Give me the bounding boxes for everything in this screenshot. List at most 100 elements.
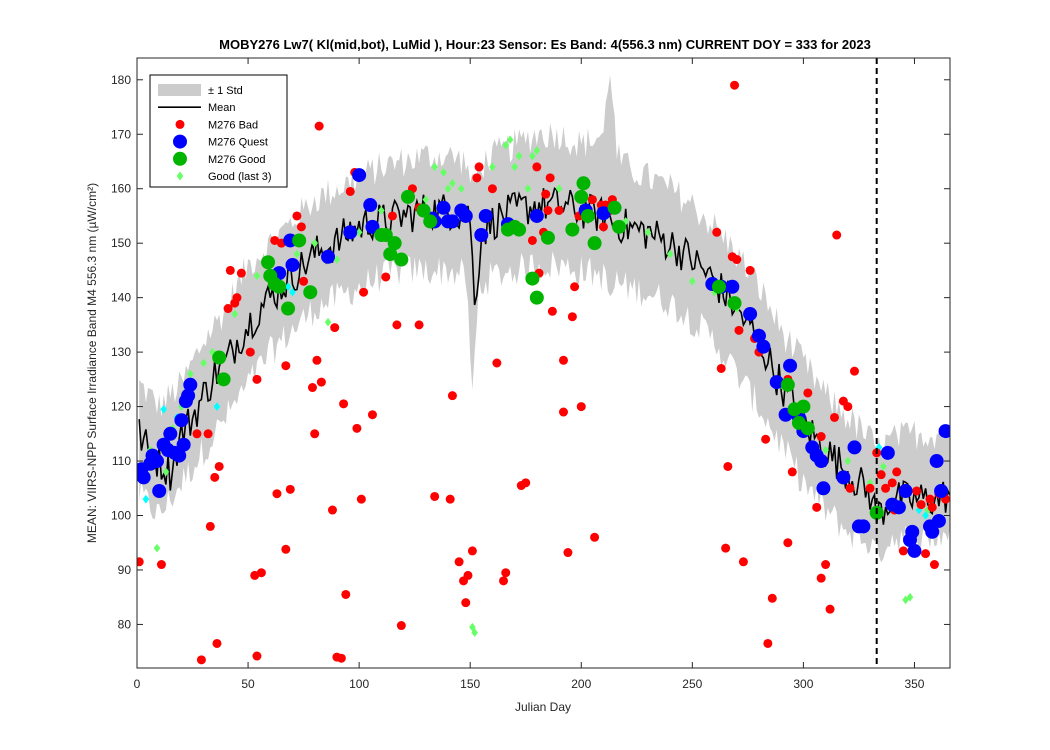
bad-point xyxy=(927,502,937,512)
bad-point xyxy=(767,593,777,603)
good-point xyxy=(394,252,409,267)
quest-point xyxy=(814,454,829,469)
bad-point xyxy=(245,347,255,357)
bad-point xyxy=(912,486,922,496)
bad-point xyxy=(825,604,835,614)
good-last3-point xyxy=(506,135,514,144)
bad-point xyxy=(285,484,295,494)
y-tick-label: 150 xyxy=(111,236,131,250)
bad-point xyxy=(567,312,577,322)
good-point xyxy=(800,421,815,436)
bad-point xyxy=(716,363,726,373)
bad-point xyxy=(430,491,440,501)
y-tick-label: 170 xyxy=(111,127,131,141)
bad-point xyxy=(299,276,309,286)
good-last3-point xyxy=(311,238,319,248)
good-point xyxy=(525,271,540,286)
good-last3-point xyxy=(324,317,332,327)
good-last3-point xyxy=(529,151,536,161)
bad-point xyxy=(576,402,586,412)
quest-point xyxy=(929,454,944,469)
std-band-layer xyxy=(139,75,950,563)
good-last3-point xyxy=(231,309,239,319)
good-point xyxy=(216,372,231,387)
y-tick-label: 130 xyxy=(111,345,131,359)
quest-point xyxy=(880,445,895,460)
quest-point xyxy=(836,470,851,485)
quest-point xyxy=(152,483,167,498)
bad-point xyxy=(330,323,340,333)
x-tick-label: 50 xyxy=(241,677,255,691)
bad-point xyxy=(865,483,875,493)
bad-point xyxy=(887,478,897,488)
bad-point xyxy=(356,494,366,504)
bad-point xyxy=(783,538,793,548)
bad-point xyxy=(336,653,346,663)
bad-point xyxy=(925,494,935,504)
cyan-point xyxy=(142,494,150,504)
bad-point xyxy=(223,304,233,314)
bad-point xyxy=(547,306,557,316)
bad-point xyxy=(492,358,502,368)
y-tick-label: 90 xyxy=(118,563,132,577)
y-tick-label: 80 xyxy=(118,617,132,631)
cyan-point xyxy=(213,402,221,411)
quest-point xyxy=(847,440,862,455)
bad-point xyxy=(414,320,424,330)
mean-line xyxy=(138,187,950,525)
bad-point xyxy=(849,366,859,376)
legend-entry-label: Good (last 3) xyxy=(208,171,272,183)
good-point xyxy=(540,230,555,245)
good-last3-point xyxy=(511,162,518,172)
quest-point xyxy=(856,519,871,534)
bad-point xyxy=(532,162,542,172)
bad-point xyxy=(137,557,144,567)
y-tick-label: 140 xyxy=(111,291,131,305)
bad-point xyxy=(845,483,855,493)
bad-point xyxy=(881,483,891,493)
x-axis-label: Julian Day xyxy=(515,700,571,714)
bad-point xyxy=(359,287,369,297)
bad-point xyxy=(281,544,291,554)
cyan-point xyxy=(922,511,929,520)
y-tick-label: 110 xyxy=(112,454,131,468)
bad-point xyxy=(387,211,397,221)
bad-point xyxy=(339,399,349,409)
quest-point xyxy=(756,339,771,354)
chart-title: MOBY276 Lw7( Kl(mid,bot), LuMid ), Hour:… xyxy=(219,37,871,52)
legend-entry-label: Mean xyxy=(208,102,236,114)
quest-point xyxy=(181,388,196,403)
good-point xyxy=(587,236,602,251)
good-point xyxy=(612,219,627,234)
good-last3-point xyxy=(187,369,194,379)
good-point xyxy=(607,200,622,215)
bad-point xyxy=(205,521,215,531)
bad-point xyxy=(558,407,568,417)
bad-point xyxy=(723,461,733,471)
good-last3-point xyxy=(153,543,161,553)
bad-point xyxy=(316,377,326,387)
quest-point xyxy=(891,500,906,515)
bad-point xyxy=(296,222,306,232)
good-point xyxy=(580,208,595,223)
legend-entry-label: M276 Good xyxy=(208,154,265,166)
axes-layer: 0 50 100 150 200 250 300 350 80 90 100 110 120 130 140… xyxy=(111,57,951,691)
bad-point xyxy=(501,568,511,578)
quest-point xyxy=(725,279,740,294)
bad-point xyxy=(256,568,266,578)
bad-point xyxy=(381,272,391,282)
bad-point xyxy=(196,655,206,665)
quest-point xyxy=(183,377,198,392)
quest-point xyxy=(458,208,473,223)
quest-point xyxy=(898,483,913,498)
bad-point xyxy=(499,576,509,586)
bad-point xyxy=(761,434,771,444)
good-point xyxy=(281,301,296,316)
bad-point xyxy=(929,560,939,570)
good-last3-point xyxy=(822,445,829,455)
good-last3-point xyxy=(880,462,887,471)
bad-point xyxy=(730,80,740,90)
quest-point xyxy=(816,481,831,496)
bad-point xyxy=(763,638,773,648)
